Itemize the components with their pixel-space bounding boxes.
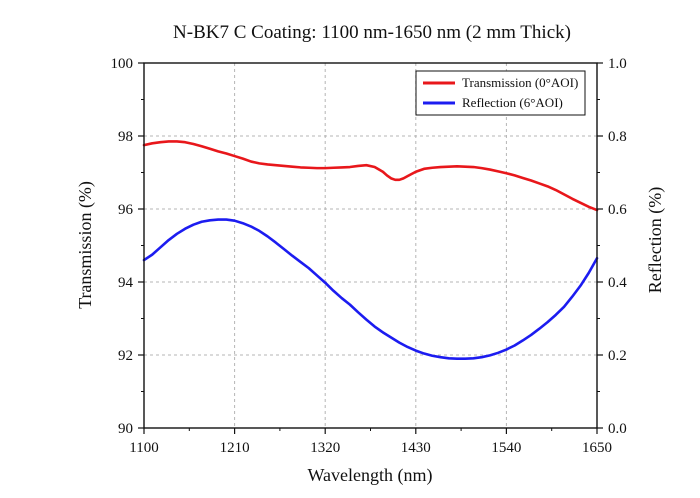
legend-box	[415, 70, 586, 116]
y-axis-left-label: Transmission (%)	[75, 181, 96, 309]
x-tick-label: 1650	[582, 440, 612, 456]
chart-title: N-BK7 C Coating: 1100 nm-1650 nm (2 mm T…	[173, 22, 571, 43]
y-right-tick-label: 0.0	[608, 421, 627, 437]
x-tick-label: 1430	[401, 440, 431, 456]
y-right-tick-label: 0.8	[608, 129, 627, 145]
y-left-tick-label: 94	[118, 275, 134, 291]
y-left-tick-label: 98	[118, 129, 133, 145]
x-tick-label: 1320	[310, 440, 340, 456]
y-right-tick-label: 0.2	[608, 348, 627, 364]
legend-label-transmission: Transmission (0°AOI)	[462, 75, 578, 90]
series-layer	[142, 140, 599, 360]
axis-ticks	[138, 62, 603, 434]
legend-label-reflection: Reflection (6°AOI)	[462, 95, 563, 110]
y-right-tick-label: 1.0	[608, 56, 627, 72]
y-left-tick-label: 90	[118, 421, 133, 437]
x-tick-label: 1210	[220, 440, 250, 456]
y-right-tick-label: 0.4	[608, 275, 627, 291]
series-line-reflection	[142, 218, 599, 360]
plot-frame	[143, 62, 598, 429]
y-right-tick-label: 0.6	[608, 202, 627, 218]
y-left-tick-label: 96	[118, 202, 134, 218]
y-left-tick-label: 100	[111, 56, 134, 72]
legend: Transmission (0°AOI) Reflection (6°AOI)	[415, 70, 586, 116]
series-line-transmission	[142, 140, 599, 212]
x-axis-label: Wavelength (nm)	[307, 465, 432, 486]
y-left-tick-label: 92	[118, 348, 133, 364]
y-axis-right-label: Reflection (%)	[645, 187, 666, 293]
axis-tick-labels: 1100 1210 1320 1430 1540 1650 90 92 94 96 98 100 0.0…	[111, 56, 628, 456]
x-tick-label: 1100	[129, 440, 158, 456]
x-tick-label: 1540	[491, 440, 521, 456]
grid-lines	[144, 63, 597, 428]
